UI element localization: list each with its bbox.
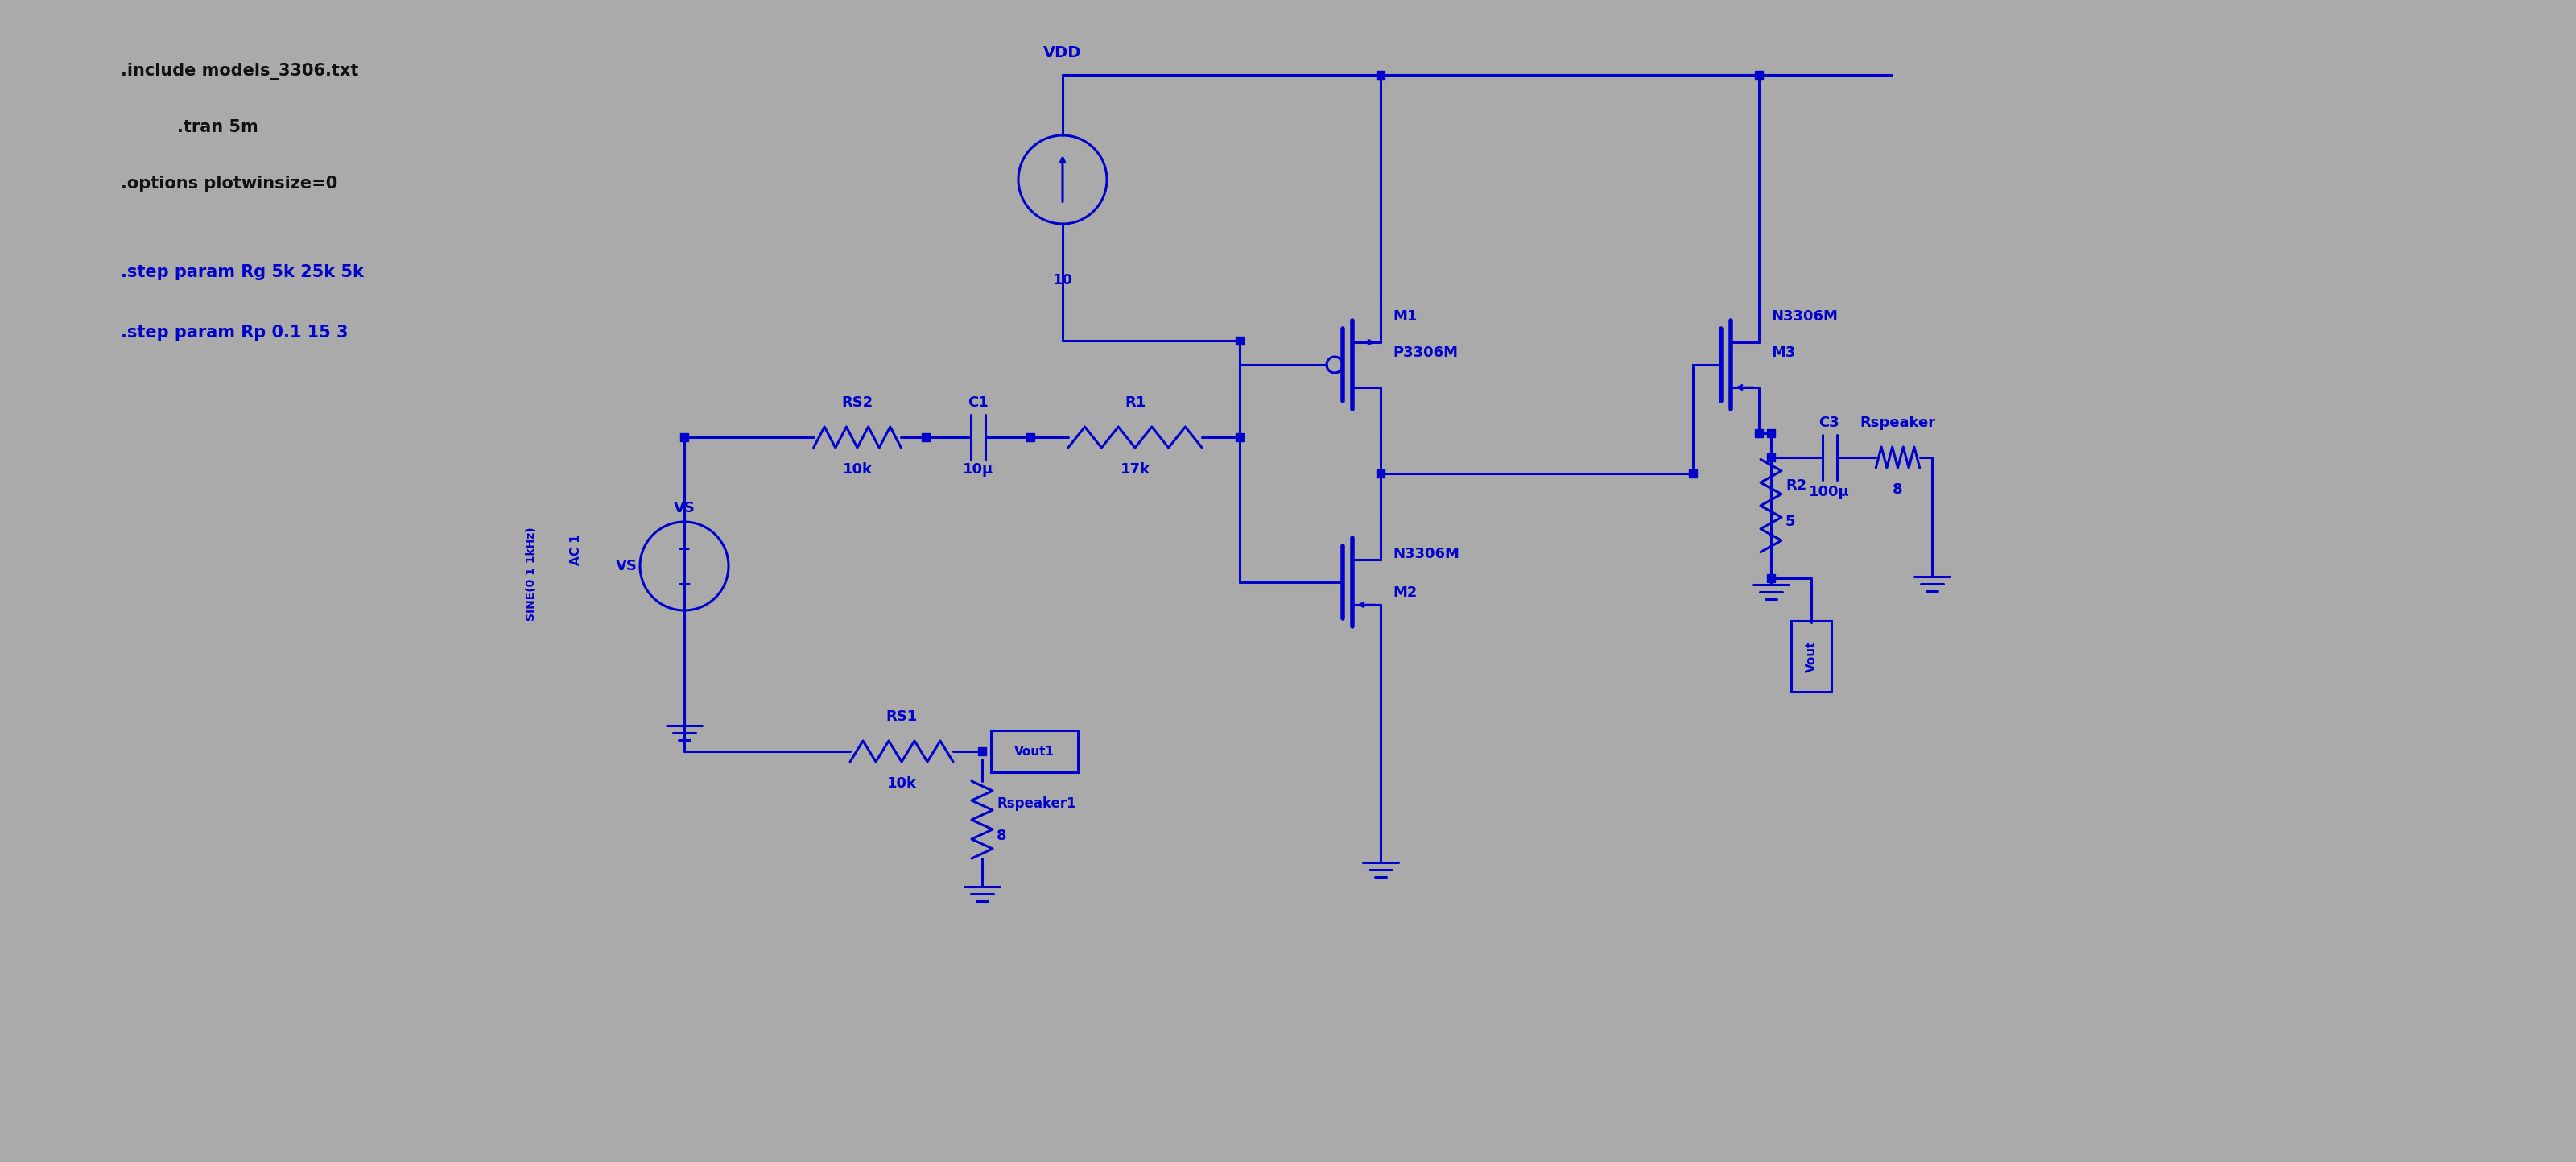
Text: M2: M2 — [1394, 586, 1417, 600]
Text: .step param Rg 5k 25k 5k: .step param Rg 5k 25k 5k — [121, 264, 363, 280]
Text: R1: R1 — [1126, 395, 1146, 410]
Text: 10: 10 — [1054, 273, 1072, 287]
Text: VS: VS — [616, 559, 636, 573]
Text: VDD: VDD — [1043, 44, 1082, 60]
Text: N3306M: N3306M — [1394, 547, 1461, 561]
Text: Rspeaker1: Rspeaker1 — [997, 796, 1077, 811]
FancyBboxPatch shape — [992, 731, 1077, 773]
Text: Rspeaker: Rspeaker — [1860, 416, 1935, 430]
Text: N3306M: N3306M — [1772, 309, 1837, 324]
Text: C1: C1 — [969, 395, 989, 410]
Text: .include models_3306.txt: .include models_3306.txt — [121, 63, 358, 79]
FancyBboxPatch shape — [1790, 621, 1832, 691]
Text: Vout: Vout — [1806, 640, 1816, 672]
Text: AC 1: AC 1 — [569, 535, 582, 566]
Text: .tran 5m: .tran 5m — [178, 120, 258, 135]
Text: 10k: 10k — [886, 776, 917, 791]
Text: Vout1: Vout1 — [1015, 745, 1054, 758]
Text: M1: M1 — [1394, 309, 1417, 324]
Text: .options plotwinsize=0: .options plotwinsize=0 — [121, 175, 337, 192]
Text: RS2: RS2 — [842, 395, 873, 410]
Text: +: + — [677, 543, 690, 558]
Text: 8: 8 — [997, 829, 1007, 844]
Text: 17k: 17k — [1121, 462, 1149, 476]
Text: VS: VS — [672, 501, 696, 516]
Text: .step param Rp 0.1 15 3: .step param Rp 0.1 15 3 — [121, 324, 348, 340]
Text: 10k: 10k — [842, 462, 873, 476]
Text: 100μ: 100μ — [1808, 485, 1850, 500]
Text: 10μ: 10μ — [963, 462, 994, 476]
Text: RS1: RS1 — [886, 710, 917, 724]
Text: SINE(0 1 1kHz): SINE(0 1 1kHz) — [526, 528, 536, 622]
Text: 8: 8 — [1893, 482, 1904, 497]
Text: P3306M: P3306M — [1394, 345, 1458, 360]
Text: R2: R2 — [1785, 479, 1806, 493]
Text: 5: 5 — [1785, 515, 1795, 529]
Text: C3: C3 — [1819, 416, 1839, 430]
Text: M3: M3 — [1772, 345, 1795, 360]
Text: −: − — [677, 575, 693, 591]
